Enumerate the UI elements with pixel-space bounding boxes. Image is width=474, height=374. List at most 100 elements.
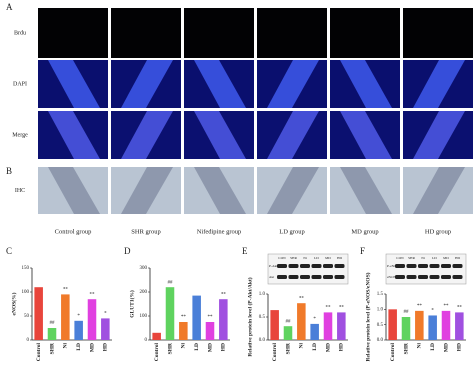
panel-letter: A — [6, 2, 13, 12]
blot-row: P-Akt — [269, 264, 277, 268]
column-label: HD group — [425, 228, 451, 235]
blot-band — [452, 264, 463, 268]
blot-band — [334, 275, 345, 279]
significance: ## — [168, 280, 174, 285]
blot-band — [418, 264, 428, 268]
panel-letter: C — [6, 246, 12, 256]
blot-band — [288, 275, 299, 279]
blot-row: eNOS — [387, 275, 396, 279]
significance: ## — [286, 319, 292, 324]
blot-lane: SHR — [408, 256, 415, 260]
y-tick-label: 150 — [22, 266, 30, 271]
significance: * — [104, 312, 107, 317]
bar — [415, 310, 424, 340]
tissue-band — [194, 111, 246, 159]
significance: ** — [299, 296, 305, 301]
y-tick-label: 0.5 — [377, 323, 384, 328]
blot-band — [429, 275, 440, 279]
panel-letter: E — [242, 246, 248, 256]
bar — [283, 326, 293, 340]
y-tick-label: 1.5 — [377, 292, 384, 297]
bar — [165, 287, 175, 340]
blot-band — [418, 275, 428, 279]
tissue-band — [340, 111, 392, 159]
y-tick-label: 50 — [24, 314, 30, 319]
y-tick-label: 1.0 — [259, 292, 266, 297]
tissue-band — [413, 111, 465, 159]
significance: ** — [208, 315, 214, 320]
significance: ## — [404, 310, 410, 315]
blot-band — [406, 264, 417, 268]
column-label: SHR group — [131, 228, 160, 235]
blot-band — [406, 275, 417, 279]
y-axis-label: Relative protein level (P-eNOS/eNOS) — [364, 272, 371, 361]
x-tick-label: Ni — [63, 343, 69, 349]
blot-band — [441, 264, 451, 268]
blot-lane: MD — [443, 256, 449, 260]
micro-image — [111, 8, 181, 58]
tissue-band — [267, 167, 319, 214]
bar — [87, 299, 97, 340]
x-tick-label: Ni — [181, 343, 187, 349]
micro-image — [257, 8, 327, 58]
micro-image — [38, 8, 108, 58]
bar — [192, 295, 201, 340]
blot-lane: HD — [455, 256, 461, 260]
bar — [34, 287, 43, 340]
bar — [101, 318, 110, 340]
blot-lane: CON — [278, 256, 286, 260]
x-tick-label: MD — [443, 343, 449, 352]
column-label: MD group — [351, 228, 378, 235]
blot-band — [300, 264, 310, 268]
blot-band — [277, 275, 287, 279]
bar — [61, 294, 70, 340]
y-tick-label: 1.0 — [377, 307, 384, 312]
panel-letter: F — [360, 246, 365, 256]
blot-band — [311, 264, 322, 268]
micro-image — [403, 8, 473, 58]
blot-lane: HD — [337, 256, 343, 260]
tissue-band — [340, 60, 392, 108]
significance: ## — [50, 321, 56, 326]
bar — [270, 310, 279, 340]
x-tick-label: Control — [390, 343, 396, 362]
blot-band — [288, 264, 299, 268]
tissue-band — [194, 60, 246, 108]
bar — [219, 299, 228, 340]
x-tick-label: SHR — [285, 342, 291, 354]
bar — [47, 328, 57, 340]
micro-image — [184, 8, 254, 58]
x-tick-label: HD — [457, 343, 463, 351]
bar — [179, 322, 188, 340]
column-label: Nifedipine group — [197, 228, 242, 235]
row-label: Merge — [12, 132, 28, 138]
bar — [441, 310, 451, 340]
blot-band — [323, 275, 333, 279]
x-tick-label: HD — [221, 343, 227, 351]
bar — [401, 317, 411, 340]
blot-band — [300, 275, 310, 279]
x-tick-label: HD — [103, 343, 109, 351]
blot-band — [334, 264, 345, 268]
bar — [428, 315, 437, 340]
x-tick-label: Ni — [417, 343, 423, 349]
tissue-band — [267, 111, 319, 159]
row-label: Brdu — [14, 30, 26, 36]
blot-row: P-eNOS — [387, 264, 399, 268]
tissue-band — [121, 111, 173, 159]
column-label: Control group — [55, 228, 92, 235]
blot-lane: MD — [325, 256, 331, 260]
bar — [205, 322, 215, 340]
y-tick-label: 100 — [22, 290, 30, 295]
x-tick-label: Control — [36, 343, 42, 362]
blot-band — [311, 275, 322, 279]
x-tick-label: LD — [430, 343, 436, 351]
blot-band — [277, 264, 287, 268]
y-tick-label: 0.0 — [377, 338, 384, 343]
bar — [310, 323, 319, 340]
significance: ** — [90, 292, 96, 297]
y-tick-label: 200 — [140, 290, 148, 295]
y-tick-label: 0.5 — [259, 315, 266, 320]
bar — [388, 309, 397, 340]
